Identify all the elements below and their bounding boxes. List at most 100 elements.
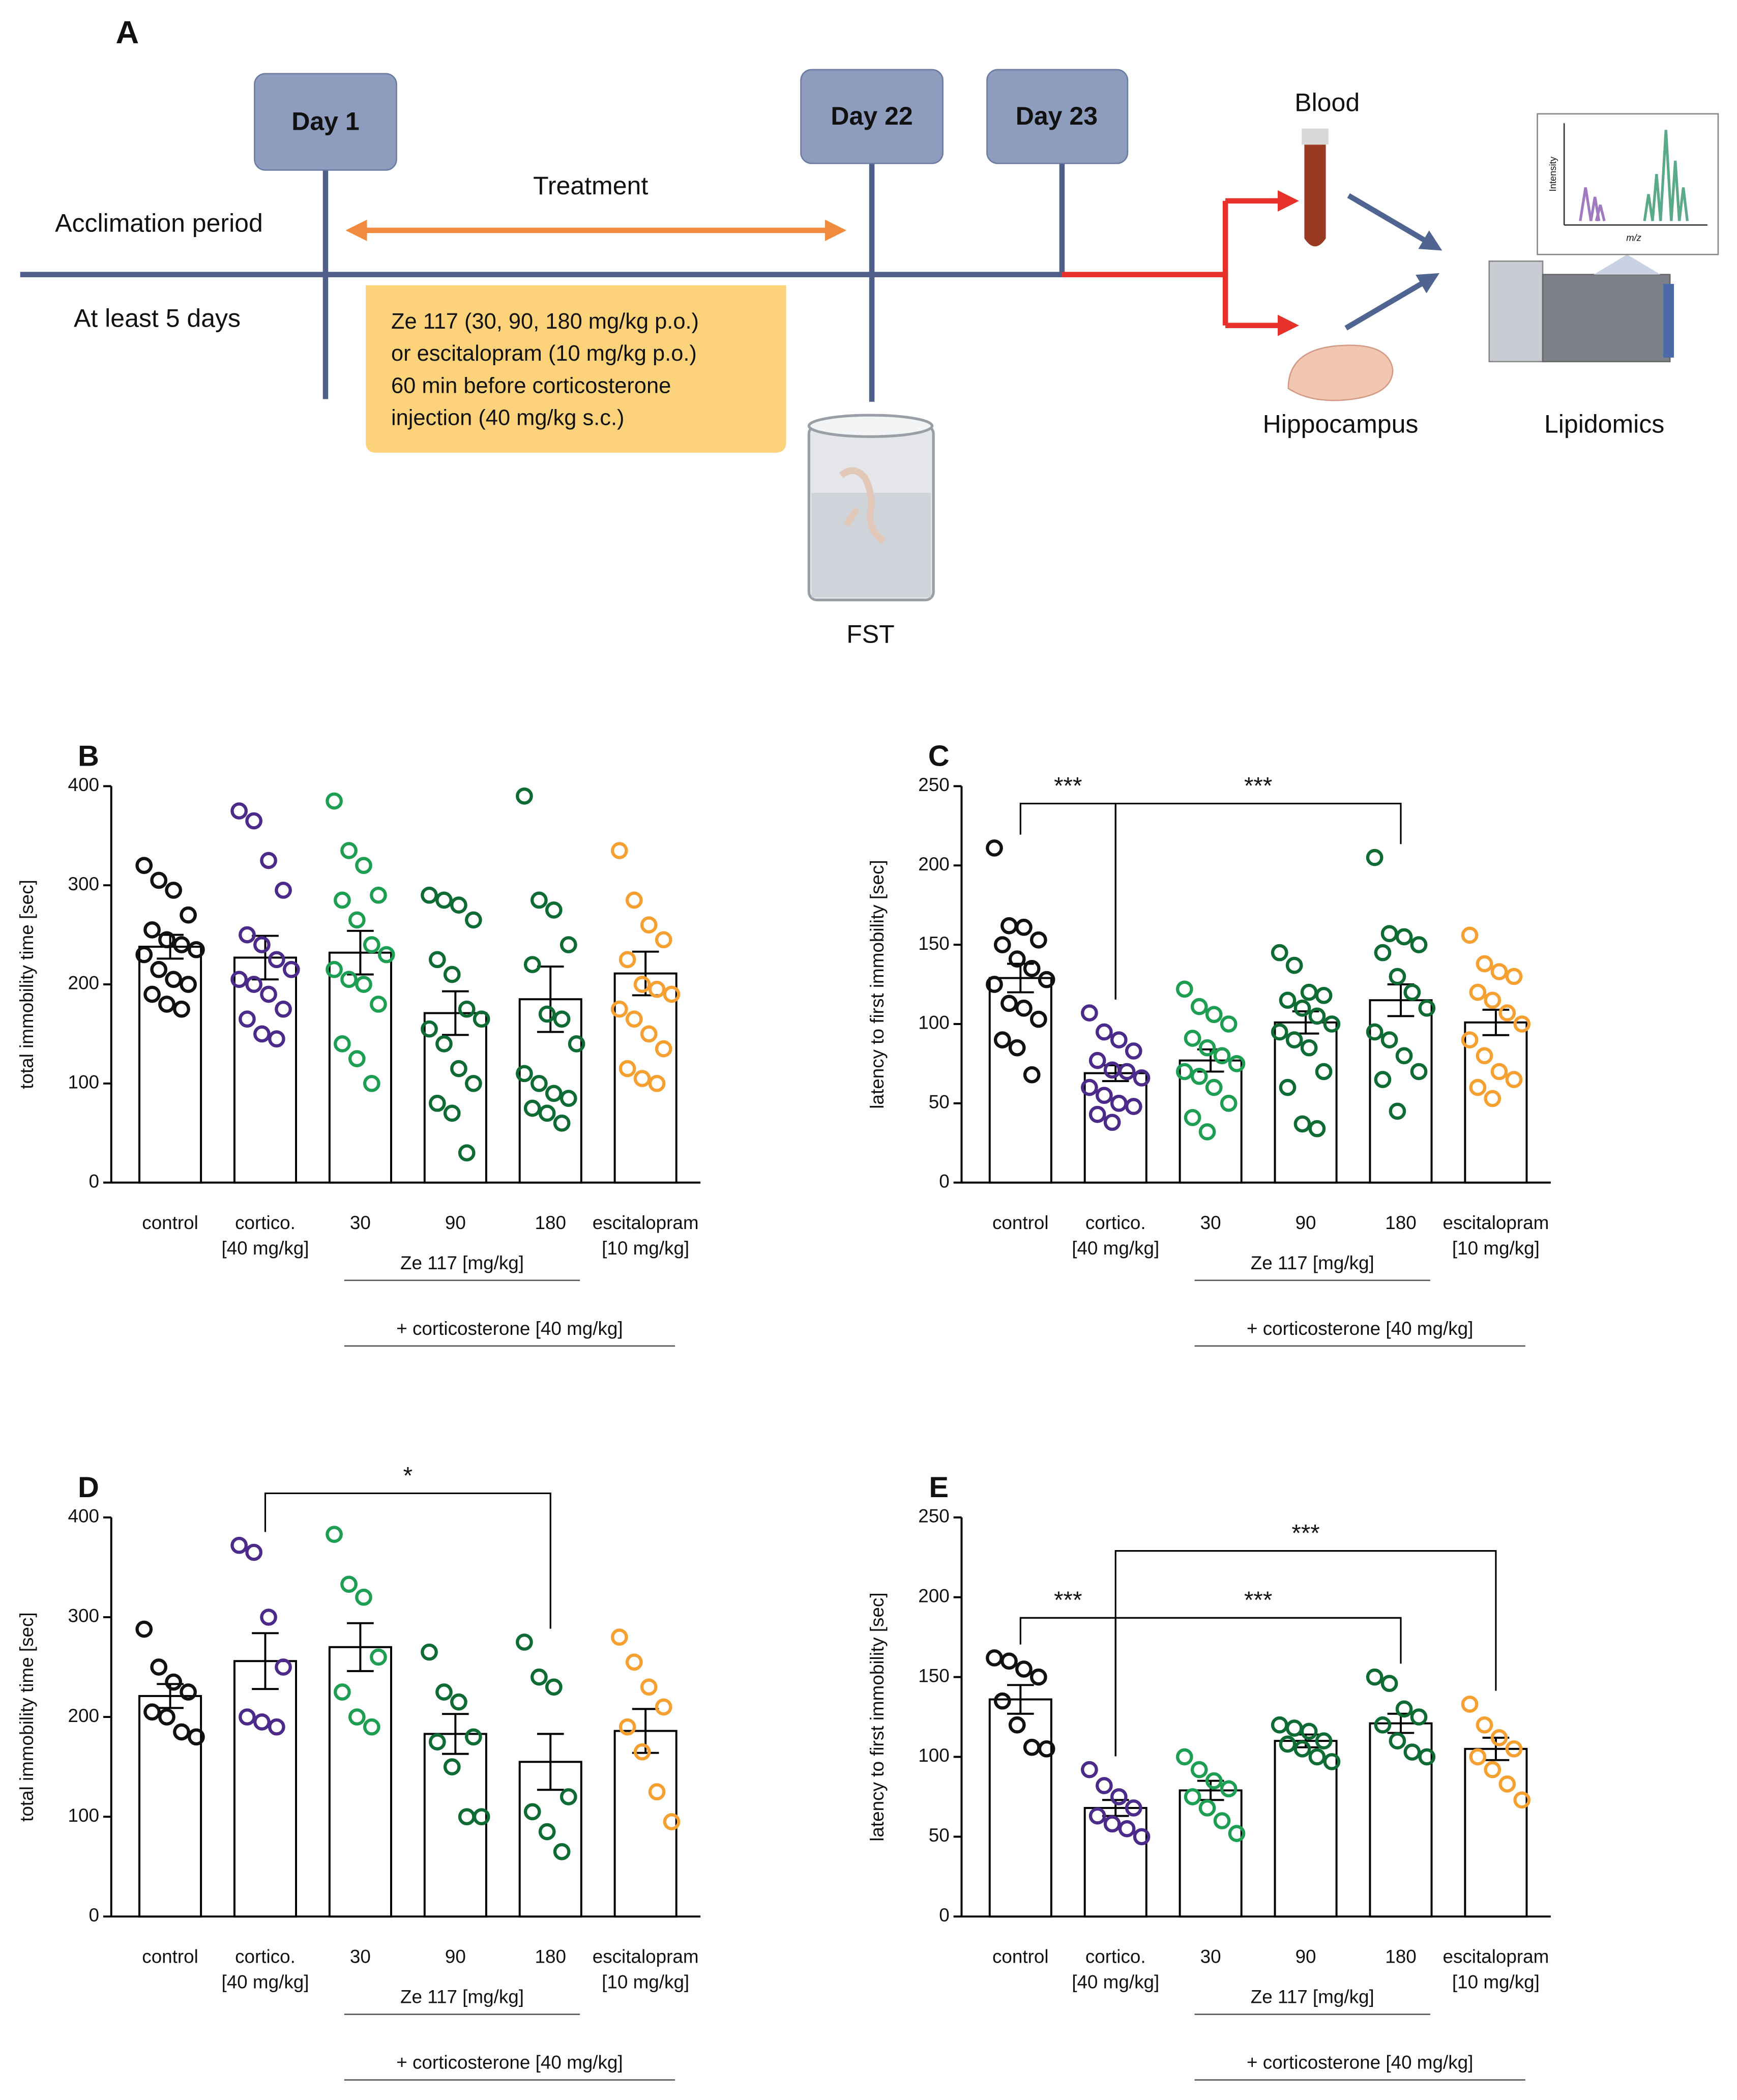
significance-bracket <box>1114 1550 1497 1757</box>
bar <box>1083 1806 1147 1918</box>
data-point <box>1213 1047 1231 1065</box>
x-tick-label: cortico. <box>1085 1946 1146 1967</box>
data-point <box>1389 1102 1406 1120</box>
data-point <box>421 1020 438 1038</box>
data-point <box>1380 1031 1398 1048</box>
panel-label: C <box>928 740 950 772</box>
panel-label: A <box>116 15 139 50</box>
data-point <box>1498 1004 1516 1022</box>
data-point <box>625 1653 643 1671</box>
data-point <box>1008 950 1026 968</box>
y-tick-label: 200 <box>68 1705 99 1726</box>
bar <box>138 945 202 1184</box>
y-tick-label: 100 <box>68 1805 99 1826</box>
x-tick-label: cortico. <box>1085 1212 1146 1233</box>
data-point <box>443 966 461 983</box>
x-tick-label: 180 <box>535 1212 566 1233</box>
x-tick-label: escitalopram <box>593 1946 699 1967</box>
data-point <box>1133 1828 1151 1846</box>
x-tick-label: 30 <box>1200 1212 1221 1233</box>
data-point <box>993 936 1011 953</box>
data-point <box>1118 1820 1136 1838</box>
data-point <box>180 1683 197 1701</box>
data-point <box>1118 1063 1136 1081</box>
data-point <box>1300 983 1318 1001</box>
data-point <box>1461 1031 1479 1048</box>
data-point <box>370 1648 387 1666</box>
data-point <box>443 1758 461 1775</box>
data-point <box>370 886 387 904</box>
bar <box>233 1660 298 1918</box>
data-point <box>253 936 271 953</box>
data-point <box>268 1030 285 1047</box>
day-label: Day 23 <box>1016 102 1098 130</box>
protocol-line: or escitalopram (10 mg/kg p.o.) <box>391 341 697 366</box>
data-point <box>560 936 577 953</box>
data-point <box>428 951 446 969</box>
data-point <box>1279 1078 1297 1096</box>
data-point <box>326 960 343 978</box>
x-tick-sublabel: [40 mg/kg] <box>1072 1972 1159 1993</box>
x-tick-label: cortico. <box>235 1212 296 1233</box>
x-tick-label: 30 <box>1200 1946 1221 1967</box>
significance-label: * <box>403 1462 413 1489</box>
day-box <box>254 73 397 171</box>
data-point <box>1476 1047 1493 1065</box>
data-point <box>1505 1071 1523 1088</box>
data-point <box>1029 1668 1047 1686</box>
day-label: Day 22 <box>831 102 912 130</box>
data-point <box>253 1713 271 1731</box>
data-point <box>1190 1067 1208 1085</box>
data-point <box>165 1673 183 1691</box>
y-axis-label: latency to first immobility [sec] <box>867 1592 888 1841</box>
data-point <box>150 1658 168 1676</box>
data-point <box>1015 1660 1033 1678</box>
data-point <box>435 1683 453 1701</box>
data-point <box>230 971 248 988</box>
data-point <box>473 1010 490 1028</box>
data-point <box>1271 944 1288 961</box>
ms-y-label: Intensity <box>1547 156 1558 191</box>
y-tick-label: 250 <box>918 1506 949 1527</box>
x-tick-label: 180 <box>535 1946 566 1967</box>
protocol-box <box>365 285 786 453</box>
data-point <box>1038 1740 1055 1758</box>
data-point <box>421 1643 438 1661</box>
hippocampus-shape <box>1287 344 1394 401</box>
y-axis-label: total immobility time [sec] <box>16 1612 37 1822</box>
data-point <box>553 1114 571 1132</box>
data-point <box>370 996 387 1013</box>
data-point <box>1228 1825 1246 1842</box>
data-point <box>245 976 262 993</box>
data-point <box>663 985 681 1003</box>
data-point <box>230 1536 248 1554</box>
data-point <box>1389 1732 1406 1749</box>
data-point <box>1484 1761 1502 1778</box>
significance-label: *** <box>1291 1520 1319 1547</box>
data-point <box>1125 1098 1142 1115</box>
data-point <box>268 1718 285 1736</box>
data-point <box>143 985 161 1003</box>
data-point <box>538 1823 556 1841</box>
error-bar <box>442 990 469 1036</box>
data-point <box>348 1050 366 1067</box>
data-point <box>135 857 153 874</box>
hippocampus-label: Hippocampus <box>1263 410 1419 438</box>
y-tick-label: 0 <box>939 1905 950 1926</box>
error-bar <box>537 1733 564 1791</box>
data-point <box>1088 1807 1106 1825</box>
data-point <box>560 1090 577 1107</box>
data-point <box>275 1658 292 1676</box>
red-branch <box>1062 198 1283 328</box>
significance-label: *** <box>1244 1587 1272 1614</box>
data-point <box>553 1843 571 1860</box>
data-point <box>1110 1031 1128 1048</box>
data-point <box>1000 1652 1018 1670</box>
data-point <box>1469 983 1487 1001</box>
group-label: Ze 117 [mg/kg] <box>1251 1252 1374 1273</box>
x-tick-label: 90 <box>1296 1212 1316 1233</box>
data-point <box>1315 986 1333 1004</box>
data-point <box>334 1683 351 1701</box>
